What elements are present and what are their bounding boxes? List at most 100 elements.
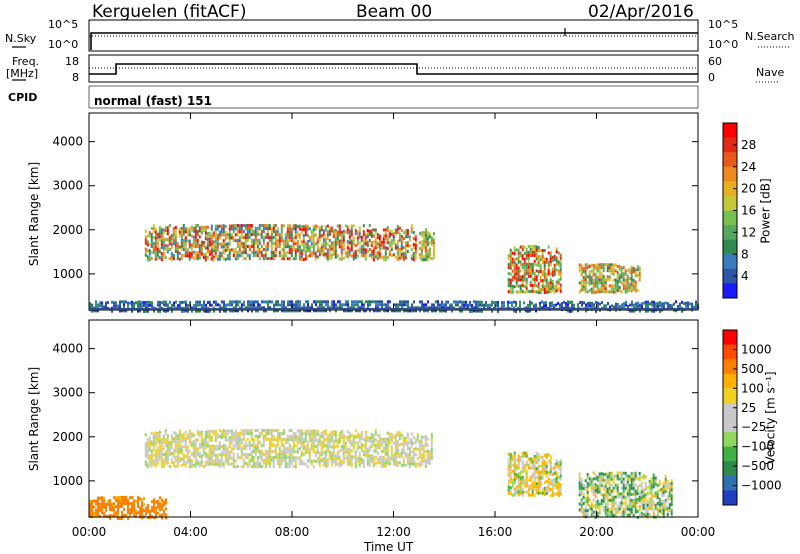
cell xyxy=(273,309,275,313)
cell xyxy=(262,227,265,230)
cell xyxy=(218,429,221,432)
cell xyxy=(242,447,245,451)
cell xyxy=(374,438,377,442)
cell xyxy=(557,251,560,255)
cell xyxy=(340,230,343,234)
cell xyxy=(350,464,353,468)
cell xyxy=(246,239,249,242)
cell xyxy=(274,245,277,249)
cell xyxy=(541,252,544,256)
cell xyxy=(424,462,427,465)
cell xyxy=(226,236,229,240)
cell xyxy=(262,254,265,257)
cell xyxy=(537,249,540,253)
cell xyxy=(519,269,522,273)
cell xyxy=(509,477,512,481)
cell xyxy=(326,254,329,258)
cell xyxy=(519,479,522,483)
cell xyxy=(527,256,530,260)
cell xyxy=(312,429,315,433)
cell xyxy=(606,266,609,270)
cell xyxy=(238,239,241,243)
cell xyxy=(232,227,235,230)
cell xyxy=(406,453,409,457)
cell xyxy=(131,502,133,505)
cell xyxy=(420,234,423,238)
cell xyxy=(198,247,201,251)
cell xyxy=(364,251,367,255)
cell xyxy=(551,255,554,259)
cell xyxy=(312,252,315,256)
cell xyxy=(608,269,611,273)
cell xyxy=(246,453,249,457)
cell xyxy=(606,475,609,479)
cell xyxy=(252,245,255,248)
cell xyxy=(272,450,275,453)
cell xyxy=(266,242,269,245)
cell xyxy=(99,514,101,518)
cell xyxy=(364,448,367,452)
cell xyxy=(355,303,357,307)
cell xyxy=(397,309,399,313)
cell xyxy=(602,275,605,279)
cell xyxy=(602,484,605,488)
cell xyxy=(620,272,623,276)
cell xyxy=(376,440,379,444)
cell xyxy=(154,245,157,249)
cell xyxy=(521,463,524,467)
cell xyxy=(276,432,279,436)
cell xyxy=(585,309,587,313)
cell xyxy=(119,498,121,502)
cell xyxy=(551,473,554,476)
cell xyxy=(324,432,327,436)
cell xyxy=(513,454,516,458)
cell xyxy=(250,227,253,230)
cell xyxy=(143,509,145,513)
cell xyxy=(511,287,514,291)
colorbar-swatch xyxy=(723,123,737,139)
cell xyxy=(549,301,551,305)
cell xyxy=(264,455,267,459)
cell xyxy=(588,276,591,280)
cell xyxy=(335,309,337,313)
cell xyxy=(661,302,663,306)
cell xyxy=(148,249,151,253)
cell xyxy=(103,305,105,309)
cell xyxy=(588,270,591,274)
cell xyxy=(590,504,593,508)
y-tick-label: 1000 xyxy=(52,267,83,281)
cell xyxy=(537,455,540,459)
cell xyxy=(192,241,195,245)
cell xyxy=(364,257,367,261)
cell xyxy=(531,490,534,494)
cell xyxy=(521,275,524,279)
cell xyxy=(158,238,161,242)
cell xyxy=(354,435,357,439)
cell xyxy=(160,465,163,469)
cell xyxy=(543,276,546,279)
cell xyxy=(578,493,581,497)
cell xyxy=(282,251,285,255)
cell xyxy=(402,445,405,449)
cell xyxy=(99,505,101,509)
cell xyxy=(188,257,191,261)
colorbar-swatch xyxy=(723,166,737,182)
cell xyxy=(302,462,305,465)
cell xyxy=(401,303,403,307)
cell xyxy=(543,463,546,466)
cell xyxy=(628,514,631,517)
cell xyxy=(93,499,95,503)
cell xyxy=(204,446,207,449)
cell xyxy=(210,254,213,258)
cell xyxy=(406,441,409,445)
cell xyxy=(194,239,197,243)
cell xyxy=(194,447,197,451)
cell xyxy=(296,225,299,228)
cell xyxy=(616,286,619,289)
cell xyxy=(176,455,179,459)
cell xyxy=(146,465,149,469)
cell xyxy=(363,309,365,313)
cell xyxy=(156,431,159,435)
cell xyxy=(626,507,629,511)
cell xyxy=(689,302,691,306)
